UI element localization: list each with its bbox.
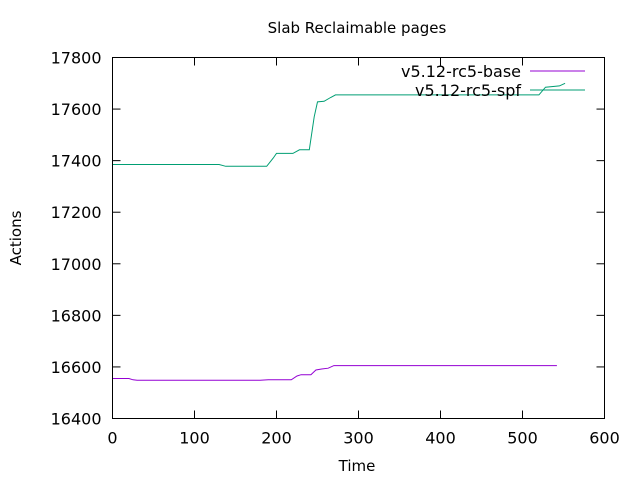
y-tick-label: 16800 [51,306,102,325]
axis-ticks: 0 100 200 300 400 500 600 16400 16600 16800 17000 1… [51,49,620,448]
x-tick-label: 100 [179,429,210,448]
y-tick-label: 17000 [51,255,102,274]
x-tick-label: 500 [507,429,538,448]
x-tick-label: 600 [589,429,620,448]
y-tick-label: 17600 [51,100,102,119]
plot-frame [112,57,605,419]
x-tick-label: 200 [261,429,292,448]
y-tick-label: 17200 [51,203,102,222]
series-line-0 [112,365,557,381]
x-tick-label: 300 [343,429,374,448]
x-axis-label: Time [338,457,376,475]
series-layer [112,82,566,381]
y-tick-label: 17800 [51,49,102,68]
y-tick-label: 16400 [51,410,102,429]
chart-title: Slab Reclaimable pages [268,19,447,37]
series-line-1 [112,82,566,167]
legend-label-0: v5.12-rc5-base [401,62,521,81]
y-axis-label: Actions [7,210,25,265]
y-tick-label: 17400 [51,152,102,171]
y-tick-label: 16600 [51,358,102,377]
x-tick-label: 400 [425,429,456,448]
x-tick-label: 0 [107,429,117,448]
legend-label-1: v5.12-rc5-spf [415,81,521,100]
